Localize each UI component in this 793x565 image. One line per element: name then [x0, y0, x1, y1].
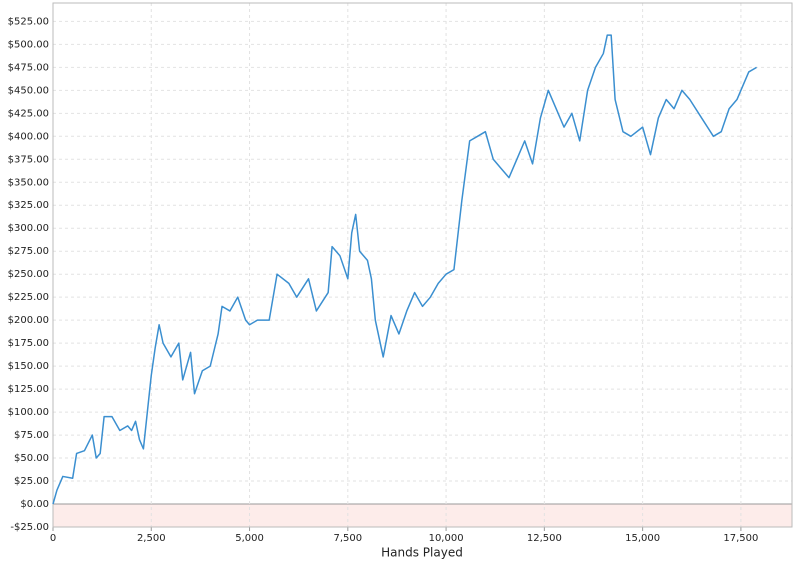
x-tick-label: 12,500 [527, 533, 562, 544]
y-tick-label: $50.00 [14, 453, 49, 464]
x-tick-label: 17,500 [723, 533, 758, 544]
x-tick-label: 10,000 [429, 533, 464, 544]
y-tick-label: $525.00 [8, 16, 49, 27]
y-tick-label: $300.00 [8, 223, 49, 234]
y-tick-label: $350.00 [8, 177, 49, 188]
y-tick-label: $275.00 [8, 246, 49, 257]
x-tick-label: 7,500 [333, 533, 362, 544]
negative-region [53, 504, 792, 527]
y-tick-label: $100.00 [8, 407, 49, 418]
y-tick-label: -$25.00 [10, 522, 49, 533]
x-tick-label: 5,000 [235, 533, 264, 544]
y-tick-label: $500.00 [8, 39, 49, 50]
y-tick-label: $175.00 [8, 338, 49, 349]
x-tick-label: 0 [50, 533, 56, 544]
data-line [52, 34, 757, 505]
y-tick-label: $125.00 [8, 384, 49, 395]
y-tick-label: $200.00 [8, 315, 49, 326]
plot-border [52, 2, 793, 528]
y-tick-label: $425.00 [8, 108, 49, 119]
y-tick-label: $250.00 [8, 269, 49, 280]
y-tick-label: $25.00 [14, 476, 49, 487]
y-tick-label: $0.00 [20, 499, 49, 510]
y-tick-label: $75.00 [14, 430, 49, 441]
y-tick-label: $375.00 [8, 154, 49, 165]
x-tick-label: 15,000 [625, 533, 660, 544]
y-tick-label: $150.00 [8, 361, 49, 372]
x-tick-label: 2,500 [137, 533, 166, 544]
y-tick-label: $325.00 [8, 200, 49, 211]
x-axis-title: Hands Played [381, 546, 463, 560]
y-tick-label: $225.00 [8, 292, 49, 303]
y-tick-label: $475.00 [8, 62, 49, 73]
y-tick-label: $400.00 [8, 131, 49, 142]
y-tick-label: $450.00 [8, 85, 49, 96]
